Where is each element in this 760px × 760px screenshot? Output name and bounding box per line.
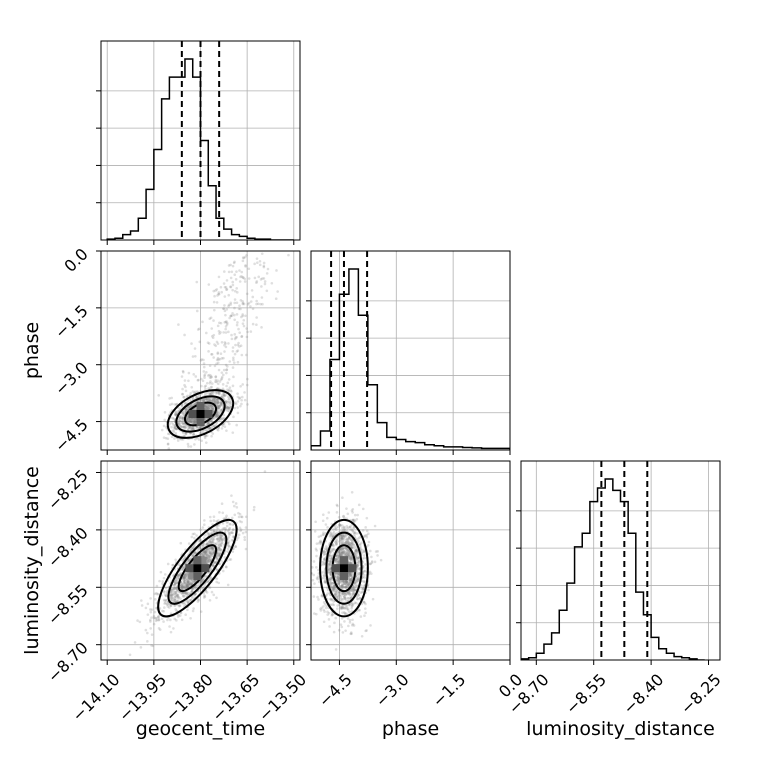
contour-level: [177, 544, 218, 593]
x-tick-label: −4.5: [315, 670, 356, 711]
grid-lines: [311, 251, 510, 450]
axis-labels: geocent_time phase luminosity_distancephas…: [21, 322, 715, 740]
contour-level: [166, 389, 235, 439]
x-tick-label: −8.25: [677, 670, 725, 718]
x-tick-label: −13.80: [162, 670, 217, 725]
histogram-geocent-time: [96, 40, 301, 245]
contour-level: [157, 518, 238, 618]
y-tick-label: −1.5: [51, 301, 92, 342]
x-tick-label: −14.10: [68, 670, 123, 725]
x-tick-label: −13.50: [255, 670, 310, 725]
x-axis-label: luminosity_distance: [526, 718, 715, 740]
y-tick-label: −8.25: [44, 466, 92, 514]
density-peak: [185, 556, 210, 581]
histogram-step: [106, 58, 294, 240]
axes-frame: [520, 460, 721, 661]
y-tick-label: −3.0: [51, 358, 92, 399]
x-tick-label: −8.55: [562, 670, 610, 718]
x-tick-label: −3.0: [372, 670, 413, 711]
y-axis-label: phase: [21, 322, 43, 379]
grid-lines: [521, 461, 720, 660]
x-tick-label: −1.5: [429, 670, 470, 711]
y-axis-label: luminosity_distance: [21, 466, 43, 655]
y-tick-label: −8.55: [44, 581, 92, 629]
y-tick-label: −4.5: [51, 415, 92, 456]
histogram-phase: [306, 250, 511, 455]
y-tick-label: 0.0: [60, 244, 91, 275]
x-axis-label: phase: [382, 718, 439, 740]
scatter-panel-geocent-time-vs-phase: [96, 250, 301, 455]
tick-labels: −14.10−13.95−13.80−13.65−13.50 0.0 −1.5 −3.…: [44, 244, 725, 725]
contour-level: [167, 531, 228, 605]
contour-level: [319, 518, 369, 618]
x-tick-label: −13.95: [115, 670, 170, 725]
histogram-step: [311, 268, 510, 450]
x-tick-label: −13.65: [208, 670, 263, 725]
y-tick-label: −8.40: [44, 523, 92, 571]
density-peak: [331, 556, 356, 581]
grid-lines: [101, 251, 300, 450]
x-axis-label: geocent_time: [136, 718, 265, 740]
x-tick-label: −8.40: [619, 670, 667, 718]
contour-level: [183, 401, 218, 427]
scatter-panel-phase-vs-luminosity-distance: [306, 460, 511, 665]
grid-lines: [311, 461, 510, 660]
grid-lines: [101, 461, 300, 660]
density-peak: [188, 401, 213, 426]
histogram-step: [521, 478, 705, 660]
axes-frame: [310, 250, 511, 451]
y-tick-label: −8.70: [44, 638, 92, 686]
contour-level: [325, 531, 363, 605]
histogram-luminosity-distance: [516, 460, 721, 665]
axes-frame: [310, 460, 511, 661]
scatter-panel-geocent-time-vs-luminosity-distance: [96, 460, 301, 665]
contour-level: [175, 395, 226, 433]
